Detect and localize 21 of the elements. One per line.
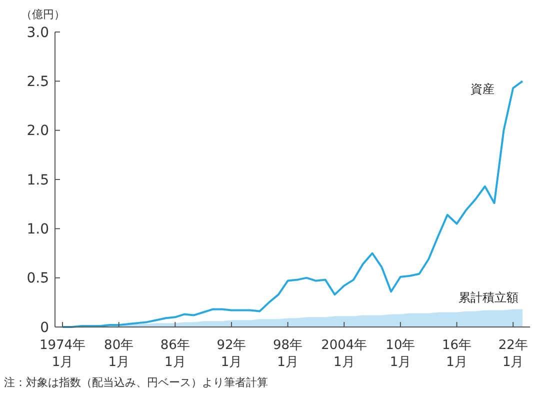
x-tick-label: 92年 1月 — [216, 338, 246, 370]
y-tick-label: 0 — [40, 320, 49, 336]
x-tick-label: 10年 1月 — [386, 338, 416, 370]
x-tick-label: 16年 1月 — [442, 338, 472, 370]
text: 注：対象は指数（配当込み、円ベース）より筆者計算 — [4, 376, 268, 389]
x-tick-label: 80年 1月 — [104, 338, 134, 370]
y-tick-label: 3.0 — [26, 24, 49, 41]
series-label: 累計積立額 — [458, 290, 518, 304]
y-tick-label: 2.0 — [26, 123, 49, 140]
y-tick-label: 0.5 — [26, 270, 49, 287]
x-tick-label: 1974年 1月 — [39, 338, 86, 370]
series-label: 資産 — [470, 82, 494, 96]
x-tick-label: 22年 1月 — [498, 338, 528, 370]
line-series — [62, 80, 524, 328]
x-tick-label: 98年 1月 — [273, 338, 303, 370]
y-tick-label: 2.5 — [26, 74, 49, 90]
y-tick-label: 1.0 — [26, 222, 49, 238]
x-tick-label: 86年 1月 — [160, 338, 190, 370]
y-tick-label: 1.5 — [26, 172, 49, 188]
y-axis-title: （億円） — [21, 8, 65, 21]
x-tick-label: 2004年 1月 — [321, 338, 368, 370]
